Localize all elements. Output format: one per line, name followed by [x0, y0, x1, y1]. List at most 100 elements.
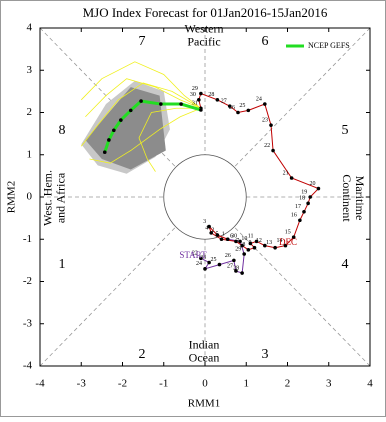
unit-circle	[163, 154, 247, 240]
y-tick-label: -3	[23, 317, 33, 329]
data-point	[219, 237, 224, 242]
day-label: 21	[283, 170, 289, 176]
day-label: 28	[208, 92, 214, 98]
day-label: 15	[285, 230, 291, 236]
guide-line	[233, 27, 371, 168]
ensemble-line	[89, 107, 202, 164]
x-tick-label: 1	[244, 378, 250, 390]
data-point	[240, 243, 244, 248]
day-label: 30	[231, 234, 237, 240]
data-point	[234, 239, 238, 244]
region-label-line: Indian	[189, 337, 220, 351]
day-label: 23	[200, 255, 206, 261]
phase-label: 2	[139, 347, 146, 362]
day-label: 14	[276, 238, 282, 244]
day-label: 29	[192, 86, 198, 92]
annotation: START	[179, 250, 207, 260]
data-point	[139, 99, 143, 103]
phase-label: 6	[262, 34, 269, 49]
phase-label: 7	[139, 34, 146, 49]
day-label: 28	[233, 265, 239, 271]
data-point	[240, 271, 244, 275]
data-point	[316, 186, 321, 191]
x-tick-label: 3	[326, 378, 332, 390]
legend-label: NCEP GEFS	[308, 41, 350, 50]
data-point	[248, 241, 253, 246]
day-label: 7	[236, 238, 239, 244]
day-label: 22	[192, 251, 198, 257]
data-point	[308, 195, 312, 199]
day-label: 31	[192, 101, 198, 107]
x-tick-label: -2	[118, 378, 127, 390]
data-point	[289, 176, 294, 180]
y-tick-label: -4	[23, 360, 33, 372]
day-label: 12	[256, 238, 262, 244]
x-tick-label: 0	[202, 378, 208, 390]
day-label: 27	[221, 99, 227, 105]
data-point	[263, 243, 267, 248]
phase-label: 1	[59, 257, 66, 272]
data-point	[227, 104, 232, 108]
x-tick-label: 4	[367, 378, 373, 390]
data-point	[246, 108, 251, 113]
region-label-line: Continent	[340, 174, 354, 222]
series-line	[200, 238, 245, 274]
day-label: 11	[248, 234, 254, 240]
region-label-line: and Africa	[53, 172, 67, 223]
day-label: 16	[291, 213, 297, 219]
day-label: 26	[229, 105, 235, 111]
day-label: 25	[239, 103, 245, 109]
y-tick-label: 2	[27, 106, 33, 118]
data-point	[291, 235, 296, 239]
data-point	[242, 252, 246, 256]
y-tick-label: -1	[23, 233, 32, 245]
data-point	[179, 102, 183, 106]
region-label-line: Pacific	[187, 34, 220, 48]
ensemble-line	[85, 78, 202, 118]
y-tick-label: 0	[27, 191, 33, 203]
day-label: 1	[222, 232, 225, 238]
data-point	[203, 267, 207, 271]
data-point	[197, 98, 201, 102]
data-point	[302, 209, 306, 214]
annotation: DEC	[279, 237, 297, 247]
day-label: 27	[227, 263, 233, 269]
data-point	[112, 128, 116, 133]
ensemble-line	[138, 107, 201, 172]
data-point	[298, 218, 302, 223]
day-label: 23	[262, 118, 268, 124]
data-point	[254, 239, 259, 244]
phase-label: 8	[59, 123, 66, 138]
y-tick-label: -2	[23, 275, 32, 287]
data-point	[238, 239, 242, 244]
data-point	[236, 110, 240, 115]
day-label: 24	[256, 96, 262, 102]
region-label-line: West. Hem.	[40, 170, 54, 226]
phase-label: 3	[262, 347, 269, 362]
data-point	[199, 91, 203, 96]
x-tick-label: -3	[77, 378, 87, 390]
data-point	[269, 123, 273, 127]
data-point	[246, 248, 251, 252]
chart-title: MJO Index Forecast for 01Jan2016-15Jan20…	[83, 5, 328, 20]
y-tick-label: 3	[27, 64, 33, 76]
day-label: 3	[203, 219, 206, 225]
data-point	[128, 108, 133, 113]
day-label: 5	[216, 232, 219, 238]
data-point	[271, 148, 275, 153]
y-axis-label: RMM2	[6, 181, 18, 213]
ensemble-line	[80, 82, 202, 147]
x-tick-label: 2	[285, 378, 291, 390]
phase-label: 5	[342, 123, 349, 138]
data-point	[225, 237, 230, 242]
day-label: 4	[205, 225, 208, 231]
data-point	[207, 260, 211, 265]
region-label-line: Western	[184, 21, 223, 35]
region-label-line: Maritime	[353, 176, 367, 221]
data-point	[119, 118, 123, 122]
data-point	[207, 224, 211, 229]
